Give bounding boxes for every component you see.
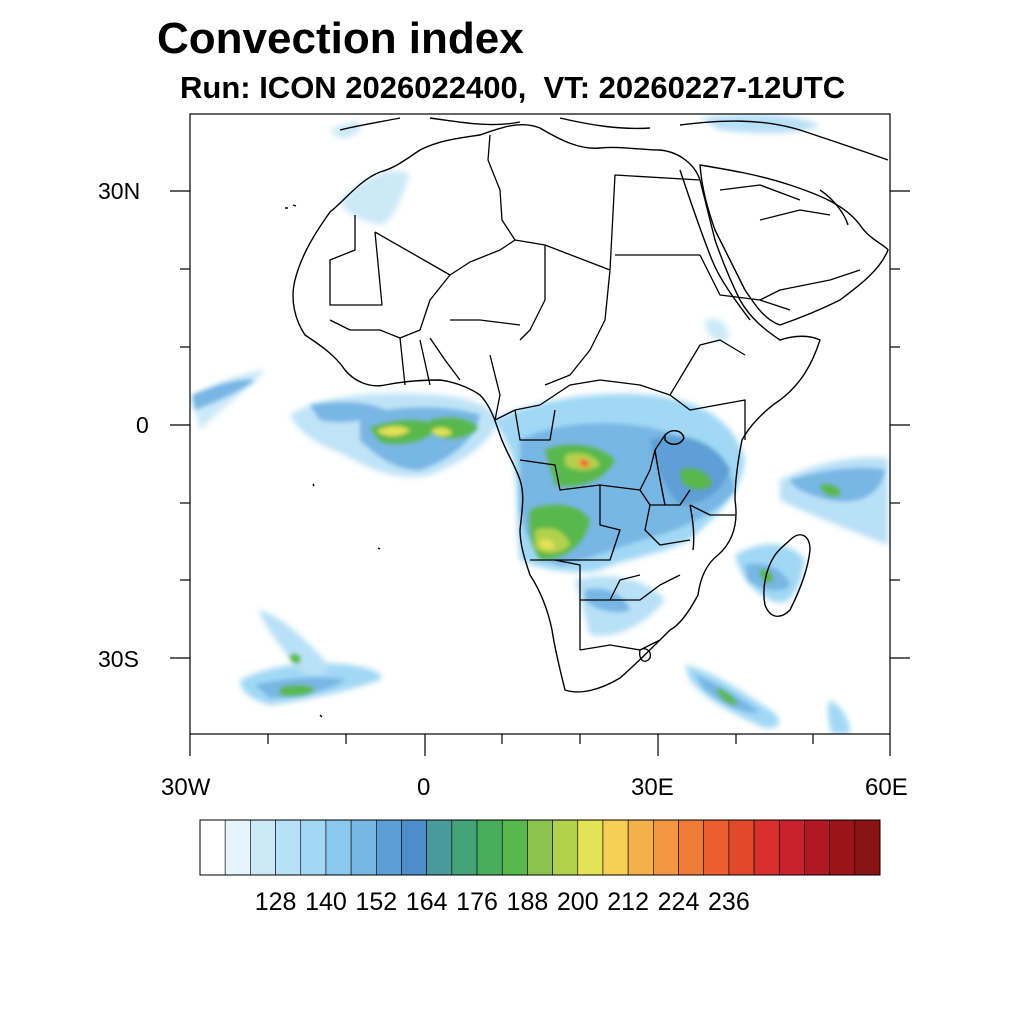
colorbar-swatch [250,819,276,876]
colorbar-tick-label: 200 [556,888,599,916]
atlantic-islands [312,483,381,718]
cloud-south-atlantic-arm [258,610,328,677]
lon-label-30w: 30W [161,774,211,801]
lake-victoria [664,430,685,445]
lat-label-30s: 30S [98,646,139,672]
coastlines [285,117,889,718]
lake-malawi [689,504,695,551]
arabia-outline [699,164,889,326]
colorbar-swatch [401,819,427,876]
convection-field [192,114,888,734]
colorbar-swatch [375,819,402,876]
chart-title: Convection index [157,14,524,63]
colorbar-swatch [275,819,302,876]
persian-gulf [819,189,849,226]
colorbar-swatch [451,819,478,876]
cloud-mediterranean [330,121,361,139]
colorbar-swatch [753,819,780,876]
chart-subtitle: Run: ICON 2026022400, VT: 20260227-12UTC [180,70,846,105]
colorbar-swatch [199,819,226,876]
map-content [192,114,889,734]
colorbar-swatch [778,819,805,876]
madagascar-outline [763,534,811,617]
colorbar-swatch [627,819,654,876]
colorbar-tick-label: 224 [657,888,700,916]
colorbar-swatch [426,819,453,876]
colorbar-tick-label: 176 [456,888,498,916]
colorbar-frame [199,819,881,876]
red-sea [679,169,751,321]
colorbar-swatch [552,819,579,876]
cloud-north-africa [340,171,410,225]
lon-label-0: 0 [417,774,431,801]
convection-high [280,417,841,705]
lon-label-30e: 30E [631,774,674,801]
lat-label-30n: 30N [98,178,141,204]
colorbar-swatch [678,819,705,876]
colorbar-swatch [350,819,377,876]
colorbar-tick-label: 128 [254,888,297,916]
lake-tanganyika [654,449,666,506]
colorbar-swatch [854,819,881,876]
cloud-top-right [700,114,820,134]
lon-label-60e: 60E [865,774,908,801]
cloud-far-southeast [827,700,850,734]
colorbar-swatch [703,819,730,876]
country-borders [329,134,861,662]
colorbar-swatch [804,819,830,876]
colorbar-swatch [728,819,755,876]
canary-islands [285,204,297,209]
colorbar-swatch [577,819,604,876]
colorbar-tick-label: 212 [607,888,649,916]
colorbar-swatch [602,819,629,876]
africa-outline [292,124,821,693]
colorbar-tick-label: 188 [506,888,549,916]
colorbar-swatch [653,819,679,876]
colorbar-tick-label: 152 [355,888,398,916]
colorbar-swatch [476,819,503,876]
colorbar-swatch [501,819,528,876]
colorbar-tick-label: 164 [405,888,448,916]
colorbar-swatch [224,819,251,876]
colorbar-swatch [300,819,327,876]
colorbar [199,819,881,876]
europe-coast [339,117,889,161]
cloud-ethiopia [705,318,729,342]
colorbar-tick-label: 140 [305,888,347,916]
map-frame [189,113,891,735]
colorbar-swatch [527,819,553,876]
colorbar-tick-label: 236 [708,888,750,916]
colorbar-swatch [829,819,856,876]
colorbar-swatch [325,819,352,876]
lat-label-0: 0 [136,412,149,438]
axis-ticks [170,190,910,756]
